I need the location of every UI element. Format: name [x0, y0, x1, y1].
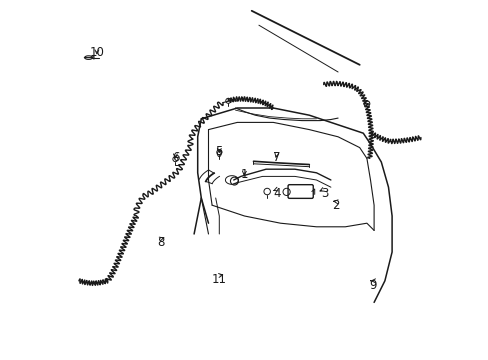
Text: 3: 3	[320, 187, 327, 200]
Text: 10: 10	[89, 46, 104, 59]
Text: 2: 2	[332, 199, 339, 212]
Text: 9: 9	[369, 279, 376, 292]
Text: 7: 7	[273, 151, 280, 164]
Text: 11: 11	[211, 273, 226, 286]
FancyBboxPatch shape	[287, 185, 313, 198]
Text: 8: 8	[157, 237, 164, 249]
Text: 4: 4	[273, 187, 280, 200]
Text: 1: 1	[240, 168, 248, 181]
Text: 6: 6	[171, 151, 179, 164]
Text: 5: 5	[215, 145, 223, 158]
